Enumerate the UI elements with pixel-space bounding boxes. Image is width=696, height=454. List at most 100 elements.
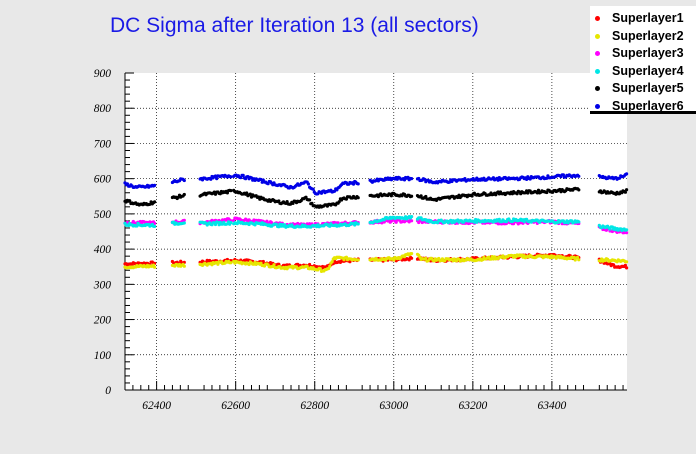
y-tick-label: 600 bbox=[94, 174, 112, 186]
data-point bbox=[148, 202, 152, 206]
data-point bbox=[209, 177, 213, 181]
data-point bbox=[424, 194, 428, 199]
data-point bbox=[241, 173, 245, 177]
legend-marker bbox=[595, 86, 600, 91]
data-point bbox=[229, 175, 233, 179]
data-point bbox=[182, 192, 186, 197]
series-superlayer2 bbox=[123, 252, 629, 273]
data-point bbox=[344, 197, 348, 201]
y-tick-label: 0 bbox=[105, 385, 111, 397]
data-point bbox=[623, 190, 628, 194]
legend-entry: Superlayer4 bbox=[590, 63, 696, 81]
data-point bbox=[525, 177, 529, 181]
data-point bbox=[216, 262, 220, 266]
legend-marker bbox=[595, 103, 600, 109]
x-tick-label: 62800 bbox=[300, 400, 329, 412]
legend-marker bbox=[595, 16, 600, 21]
data-point bbox=[213, 174, 218, 178]
data-point bbox=[265, 219, 269, 223]
data-point bbox=[330, 260, 334, 264]
data-point bbox=[261, 259, 265, 264]
y-tick-label: 200 bbox=[94, 315, 112, 327]
data-point bbox=[248, 192, 252, 196]
data-point bbox=[153, 265, 157, 269]
series-superlayer4 bbox=[123, 215, 629, 233]
data-point bbox=[410, 194, 414, 198]
data-point bbox=[496, 178, 500, 182]
data-point bbox=[617, 176, 622, 180]
data-point bbox=[402, 178, 407, 182]
data-point bbox=[311, 187, 315, 191]
data-point bbox=[490, 255, 494, 259]
legend: Superlayer1 Superlayer2 Superlayer3 Superla… bbox=[590, 6, 696, 114]
data-point bbox=[182, 264, 186, 268]
data-point bbox=[577, 258, 581, 262]
x-tick-label: 63200 bbox=[458, 400, 487, 412]
legend-entry: Superlayer3 bbox=[590, 45, 696, 63]
y-tick-label: 500 bbox=[94, 209, 112, 221]
data-point bbox=[410, 215, 414, 219]
data-point bbox=[572, 255, 576, 259]
data-point bbox=[407, 258, 411, 262]
data-point bbox=[356, 222, 360, 226]
data-point bbox=[285, 200, 289, 204]
data-point bbox=[213, 222, 218, 227]
data-point bbox=[625, 228, 629, 232]
data-point bbox=[332, 189, 337, 193]
data-point bbox=[247, 262, 251, 267]
data-point bbox=[423, 177, 427, 181]
data-point bbox=[272, 263, 276, 267]
data-point bbox=[625, 188, 629, 192]
data-point bbox=[356, 258, 360, 262]
data-point bbox=[474, 217, 478, 222]
data-point bbox=[472, 220, 476, 224]
y-tick-label: 900 bbox=[94, 68, 112, 80]
y-tick-label: 700 bbox=[94, 138, 112, 150]
data-point bbox=[410, 256, 414, 260]
data-point bbox=[515, 192, 519, 196]
data-point bbox=[356, 196, 360, 200]
legend-label: Superlayer2 bbox=[612, 28, 684, 43]
legend-marker bbox=[595, 33, 600, 39]
data-point bbox=[318, 267, 322, 271]
data-point bbox=[229, 221, 233, 225]
series-superlayer5 bbox=[123, 186, 629, 209]
x-tick-label: 63000 bbox=[379, 400, 408, 412]
x-tick-label: 62400 bbox=[142, 400, 171, 412]
legend-label: Superlayer6 bbox=[612, 98, 684, 113]
data-point bbox=[536, 188, 541, 192]
y-tick-label: 400 bbox=[94, 244, 112, 256]
data-point bbox=[308, 198, 312, 202]
data-point bbox=[182, 221, 186, 225]
data-point bbox=[625, 266, 629, 270]
data-point bbox=[545, 190, 549, 195]
legend-entry: Superlayer1 bbox=[590, 10, 696, 28]
plot-area bbox=[125, 73, 627, 390]
x-tick-label: 62600 bbox=[221, 400, 250, 412]
data-point bbox=[182, 218, 186, 222]
data-point bbox=[249, 176, 254, 180]
legend-entry: Superlayer6 bbox=[590, 98, 696, 116]
data-point bbox=[283, 223, 287, 227]
data-point bbox=[535, 191, 539, 195]
data-point bbox=[245, 191, 249, 195]
data-point bbox=[389, 194, 393, 198]
data-point bbox=[229, 261, 233, 265]
legend-entry: Superlayer2 bbox=[590, 28, 696, 46]
data-point bbox=[392, 258, 396, 262]
legend-marker bbox=[595, 51, 600, 56]
data-point bbox=[182, 178, 186, 183]
y-tick-label: 800 bbox=[94, 103, 112, 115]
data-point bbox=[351, 182, 356, 186]
legend-label: Superlayer4 bbox=[612, 63, 684, 78]
data-point bbox=[410, 252, 414, 256]
data-point bbox=[577, 188, 581, 192]
x-tick-label: 63400 bbox=[538, 400, 567, 412]
data-point bbox=[328, 264, 332, 268]
data-point bbox=[577, 174, 581, 178]
data-point bbox=[215, 177, 219, 181]
data-point bbox=[424, 256, 428, 260]
data-point bbox=[406, 175, 410, 179]
data-point bbox=[623, 263, 628, 267]
data-point bbox=[153, 183, 157, 187]
